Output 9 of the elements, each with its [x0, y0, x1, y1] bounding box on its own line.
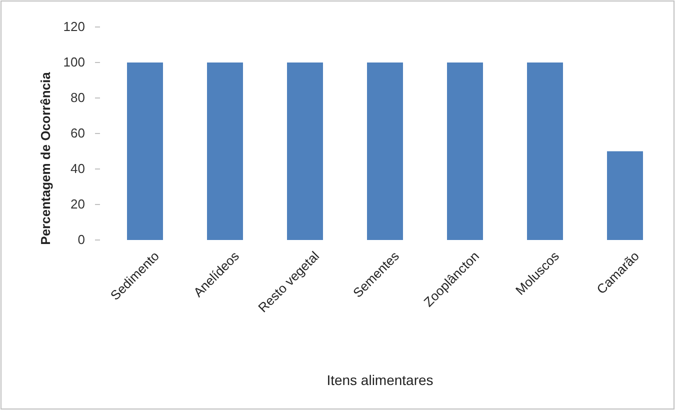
y-tick-label: 80: [70, 90, 85, 106]
y-tick-label: 100: [63, 54, 85, 70]
x-axis-title: Itens alimentares: [326, 372, 434, 388]
y-tick-label: 60: [70, 126, 85, 141]
y-axis-title: Percentagem de Ocorrência: [38, 71, 53, 245]
y-tick-label: 40: [70, 161, 85, 176]
y-tick-label: 0: [78, 232, 85, 248]
y-tick-label: 20: [70, 196, 85, 212]
y-tick-label: 120: [63, 19, 85, 34]
